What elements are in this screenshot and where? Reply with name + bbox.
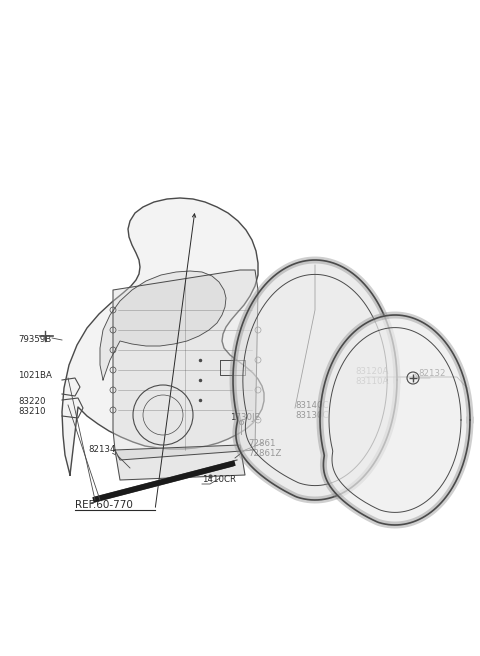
Text: 1730JE: 1730JE — [230, 413, 260, 422]
Text: 82132: 82132 — [418, 369, 445, 379]
Text: 72861: 72861 — [248, 438, 276, 447]
Polygon shape — [62, 198, 264, 475]
Text: 72861Z: 72861Z — [248, 449, 281, 457]
Text: 83140C: 83140C — [295, 401, 328, 411]
Text: REF.60-770: REF.60-770 — [75, 500, 133, 510]
Text: 79359B: 79359B — [18, 335, 51, 344]
Text: 83210: 83210 — [18, 407, 46, 417]
Text: 83130C: 83130C — [295, 411, 328, 420]
Text: 83110A: 83110A — [355, 377, 388, 386]
Polygon shape — [113, 270, 258, 460]
Text: 82134: 82134 — [88, 445, 116, 455]
Text: 1021BA: 1021BA — [18, 371, 52, 380]
Polygon shape — [320, 315, 470, 525]
Text: 83220: 83220 — [18, 398, 46, 407]
Polygon shape — [115, 445, 245, 480]
Polygon shape — [100, 271, 226, 380]
Text: 83120A: 83120A — [355, 367, 388, 377]
Polygon shape — [233, 260, 397, 500]
Text: 1410CR: 1410CR — [202, 476, 236, 485]
